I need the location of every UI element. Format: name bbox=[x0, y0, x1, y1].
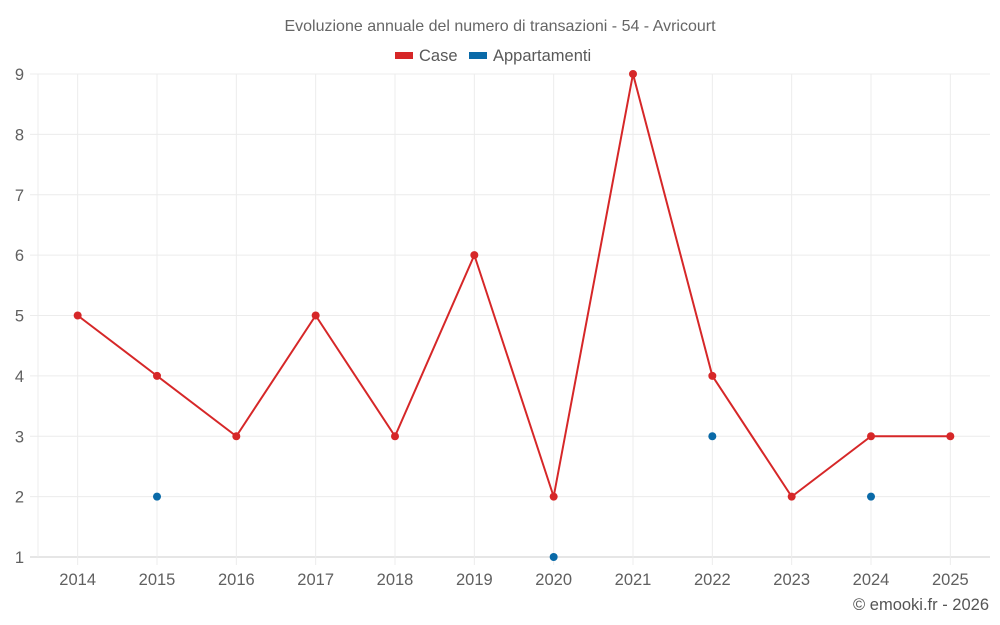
legend-swatch bbox=[395, 52, 413, 59]
series-appartamenti bbox=[153, 432, 875, 561]
data-point[interactable] bbox=[946, 432, 955, 441]
data-point[interactable] bbox=[867, 432, 875, 441]
series-case bbox=[73, 70, 955, 501]
x-tick-label: 2025 bbox=[932, 571, 969, 589]
data-point[interactable] bbox=[153, 492, 161, 501]
chart-title: Evoluzione annuale del numero di transaz… bbox=[284, 18, 716, 35]
y-tick-label: 8 bbox=[15, 126, 24, 144]
y-tick-label: 9 bbox=[15, 66, 24, 84]
y-tick-label: 1 bbox=[15, 549, 24, 567]
x-tick-label: 2017 bbox=[297, 571, 334, 589]
y-tick-label: 5 bbox=[15, 308, 24, 326]
data-point[interactable] bbox=[391, 432, 399, 441]
x-tick-label: 2022 bbox=[694, 571, 731, 589]
data-point[interactable] bbox=[549, 492, 558, 501]
legend-item-appartamenti[interactable]: Appartamenti bbox=[469, 47, 591, 65]
y-tick-label: 3 bbox=[15, 428, 24, 446]
grid bbox=[30, 73, 990, 565]
data-point[interactable] bbox=[708, 432, 717, 441]
series-layer bbox=[73, 70, 955, 561]
legend: Case Appartamenti bbox=[395, 47, 591, 65]
x-tick-label: 2018 bbox=[377, 571, 414, 589]
credit-text: © emooki.fr - 2026 bbox=[853, 596, 989, 614]
y-axis: 1 2 3 4 5 6 7 8 9 bbox=[15, 66, 24, 567]
x-tick-label: 2016 bbox=[218, 571, 255, 589]
data-point[interactable] bbox=[73, 311, 82, 320]
data-point[interactable] bbox=[867, 492, 875, 501]
y-tick-label: 2 bbox=[15, 489, 24, 507]
data-point[interactable] bbox=[549, 553, 558, 561]
series-line bbox=[77, 73, 951, 498]
legend-item-case[interactable]: Case bbox=[395, 47, 458, 65]
x-axis: 2014 2015 2016 2017 2018 2019 2020 2021 2022 2023… bbox=[59, 571, 968, 589]
data-point[interactable] bbox=[708, 371, 717, 380]
data-point[interactable] bbox=[787, 492, 796, 501]
y-tick-label: 6 bbox=[15, 247, 24, 265]
x-tick-label: 2019 bbox=[456, 571, 493, 589]
legend-swatch bbox=[469, 52, 487, 59]
x-tick-label: 2024 bbox=[853, 571, 890, 589]
legend-label: Appartamenti bbox=[493, 47, 591, 65]
x-tick-label: 2023 bbox=[773, 571, 810, 589]
x-tick-label: 2015 bbox=[139, 571, 176, 589]
x-tick-label: 2014 bbox=[59, 571, 96, 589]
legend-label: Case bbox=[419, 47, 458, 65]
data-point[interactable] bbox=[232, 432, 241, 441]
data-point[interactable] bbox=[470, 251, 479, 260]
y-tick-label: 4 bbox=[15, 368, 24, 386]
x-tick-label: 2021 bbox=[615, 571, 652, 589]
y-tick-label: 7 bbox=[15, 187, 24, 205]
x-tick-label: 2020 bbox=[535, 571, 572, 589]
data-point[interactable] bbox=[311, 311, 320, 320]
data-point[interactable] bbox=[153, 371, 161, 380]
data-point[interactable] bbox=[629, 70, 637, 78]
